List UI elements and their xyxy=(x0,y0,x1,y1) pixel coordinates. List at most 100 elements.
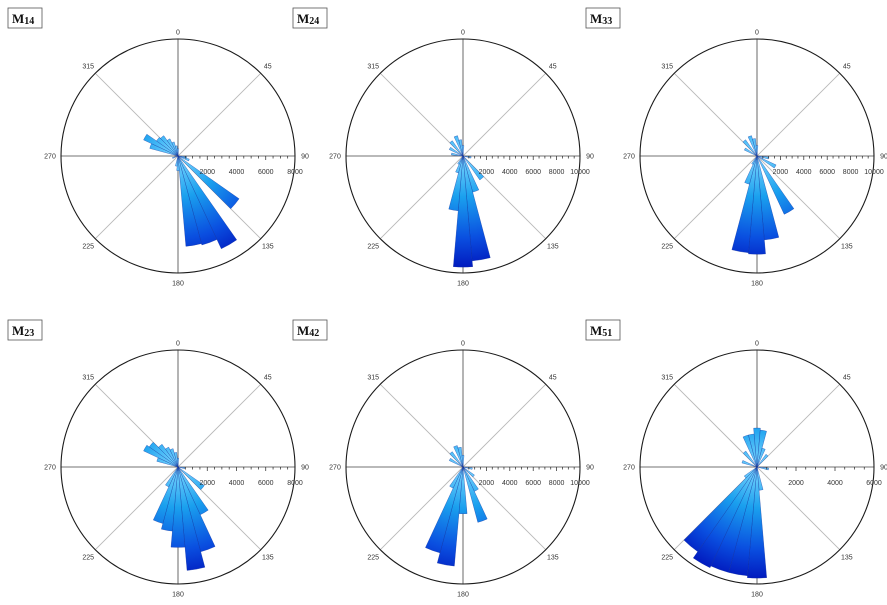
wedge-320 xyxy=(742,450,758,468)
angle-label-45: 45 xyxy=(843,375,851,382)
radial-tick-label: 2000 xyxy=(788,480,804,487)
spoke-45 xyxy=(756,383,841,468)
angle-label-180: 180 xyxy=(172,281,184,288)
radial-tick-label: 8000 xyxy=(287,169,303,176)
angle-label-180: 180 xyxy=(751,592,763,599)
radial-tick-label: 6000 xyxy=(525,480,541,487)
wedge-330 xyxy=(165,446,179,468)
polar-panel-m14: 2000 4000 6000 8000 0 45 90 135 180 225 270 315 M14 xyxy=(7,7,309,288)
spoke-45 xyxy=(462,72,547,157)
wedge-210 xyxy=(457,155,464,165)
panel-label: M23 xyxy=(12,323,34,339)
angle-label-0: 0 xyxy=(755,30,759,37)
radial-tick-label: 4000 xyxy=(502,169,518,176)
wedge-0 xyxy=(461,145,465,157)
angle-label-90: 90 xyxy=(301,154,309,161)
wedge-160 xyxy=(462,466,488,523)
angle-label-270: 270 xyxy=(329,154,341,161)
spoke-45 xyxy=(177,383,262,468)
wedge-210 xyxy=(165,466,179,488)
angle-label-225: 225 xyxy=(367,554,379,561)
panel-label: M14 xyxy=(12,11,34,27)
wedge-130 xyxy=(177,466,205,490)
radial-tick-label: 8000 xyxy=(549,169,565,176)
wedge-320 xyxy=(449,451,464,468)
radial-tick-label: 4000 xyxy=(827,480,843,487)
radial-tick-label: 4000 xyxy=(796,169,812,176)
panel-label: M51 xyxy=(590,323,612,339)
wedge-130 xyxy=(177,155,240,209)
spoke-225 xyxy=(94,155,179,240)
wedge-180 xyxy=(170,466,186,548)
wedge-350 xyxy=(752,138,758,157)
radial-tick-label: 10000 xyxy=(570,169,590,176)
angle-label-45: 45 xyxy=(264,64,272,71)
angle-label-45: 45 xyxy=(549,375,557,382)
radial-tick-label: 2000 xyxy=(773,169,789,176)
spoke-315 xyxy=(379,383,464,468)
panel-label: M24 xyxy=(297,11,319,27)
wedge-300 xyxy=(143,133,179,157)
wedge-220 xyxy=(683,466,758,552)
angle-label-0: 0 xyxy=(176,341,180,348)
angle-label-45: 45 xyxy=(549,64,557,71)
angle-label-315: 315 xyxy=(367,375,379,382)
wedge-150 xyxy=(177,155,237,249)
wedge-250 xyxy=(172,155,179,159)
wedge-190 xyxy=(731,155,758,253)
angle-label-270: 270 xyxy=(44,465,56,472)
polar-panel-m42: 2000 4000 6000 8000 10000 0 45 90 135 180 225 270 31… xyxy=(292,319,594,599)
wedge-350 xyxy=(457,447,464,468)
panel-label-box xyxy=(585,7,621,29)
panel-label-box xyxy=(292,7,328,29)
angle-label-90: 90 xyxy=(586,465,594,472)
panel-label: M33 xyxy=(590,11,612,27)
wedge-350 xyxy=(175,145,179,157)
wedge-350 xyxy=(458,139,464,157)
polar-panel-m23: 2000 4000 6000 8000 0 45 90 135 180 225 270 315 M23 xyxy=(7,319,309,599)
wedge-180 xyxy=(453,155,473,268)
angle-label-270: 270 xyxy=(44,154,56,161)
wedge-140 xyxy=(462,155,484,181)
angle-label-270: 270 xyxy=(329,465,341,472)
wedge-210 xyxy=(693,466,758,568)
wedge-320 xyxy=(160,135,179,157)
panel-label-box xyxy=(585,319,621,341)
angle-label-225: 225 xyxy=(367,243,379,250)
angle-label-0: 0 xyxy=(461,341,465,348)
wedge-120 xyxy=(756,155,777,169)
angle-label-315: 315 xyxy=(82,375,94,382)
wedge-290 xyxy=(741,460,758,468)
wedge-200 xyxy=(425,466,464,554)
wedge-190 xyxy=(175,155,179,167)
wedge-0 xyxy=(177,148,179,157)
radial-tick-label: 2000 xyxy=(479,480,495,487)
angle-label-225: 225 xyxy=(82,243,94,250)
angle-label-180: 180 xyxy=(457,592,469,599)
angle-label-315: 315 xyxy=(367,64,379,71)
wedge-230 xyxy=(744,466,758,479)
polar-panel-m51: 2000 4000 6000 0 45 90 135 180 225 270 315 M51 xyxy=(585,319,887,599)
wedge-0 xyxy=(461,455,465,468)
wedge-330 xyxy=(166,138,179,157)
wedge-200 xyxy=(153,466,179,524)
radial-tick-label: 6000 xyxy=(525,169,541,176)
angle-label-180: 180 xyxy=(457,281,469,288)
wedge-40 xyxy=(756,454,769,468)
wedge-110 xyxy=(177,155,190,162)
angle-label-45: 45 xyxy=(264,375,272,382)
angle-label-315: 315 xyxy=(82,64,94,71)
wedge-340 xyxy=(747,135,758,157)
angle-label-0: 0 xyxy=(755,341,759,348)
spoke-45 xyxy=(462,383,547,468)
spoke-135 xyxy=(756,155,841,240)
radial-tick-label: 4000 xyxy=(502,480,518,487)
radial-tick-label: 8000 xyxy=(549,480,565,487)
wedge-340 xyxy=(453,445,464,468)
panel-label-box xyxy=(292,319,328,341)
angle-label-315: 315 xyxy=(661,375,673,382)
angle-label-90: 90 xyxy=(586,154,594,161)
wedge-320 xyxy=(742,139,758,157)
spoke-45 xyxy=(177,72,262,157)
